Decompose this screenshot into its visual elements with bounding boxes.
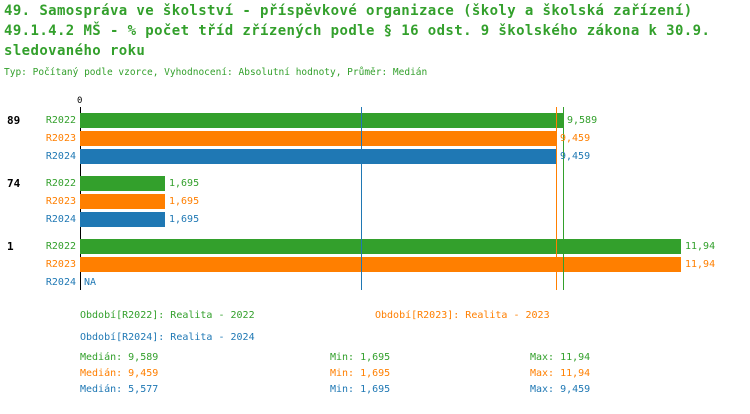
series-row-label: R2023 <box>45 259 76 270</box>
stat-min-r2023: Min: 1,695 <box>330 368 391 379</box>
series-row-label: R2022 <box>45 115 76 126</box>
stat-max-r2024: Max: 9,459 <box>530 384 591 395</box>
bar-r2023 <box>80 131 556 146</box>
bar-r2023 <box>80 257 681 272</box>
legend-item-r2024: Období[R2024]: Realita - 2024 <box>80 332 255 343</box>
bar-value-label: 1,695 <box>169 178 200 189</box>
median-reference-line-green <box>563 107 564 290</box>
legend-item-r2023: Období[R2023]: Realita - 2023 <box>375 310 550 321</box>
stat-min-r2022: Min: 1,695 <box>330 352 391 363</box>
bar-value-label: 11,94 <box>685 259 716 270</box>
legend-item-r2022: Období[R2022]: Realita - 2022 <box>80 310 255 321</box>
bar-r2022 <box>80 113 563 128</box>
series-row-label: R2022 <box>45 178 76 189</box>
bar-value-label: 1,695 <box>169 196 200 207</box>
bar-value-label: 1,695 <box>169 214 200 225</box>
series-row-label: R2024 <box>45 214 76 225</box>
stat-median-r2023: Medián: 9,459 <box>80 368 159 379</box>
series-row-label: R2022 <box>45 241 76 252</box>
chart-title-line2: 49.1.4.2 MŠ - % počet tříd zřízených pod… <box>4 23 711 39</box>
bar-value-label: 11,94 <box>685 241 716 252</box>
group-label: 89 <box>7 114 21 127</box>
series-row-label: R2023 <box>45 196 76 207</box>
chart-title-line3: sledovaného roku <box>4 43 146 59</box>
series-row-label: R2024 <box>45 151 76 162</box>
chart-title-line1: 49. Samospráva ve školství - příspěvkové… <box>4 3 693 19</box>
stat-min-r2024: Min: 1,695 <box>330 384 391 395</box>
bar-chart: 0 89 R2022 9,589 R2023 9,459 R2024 9,459 74 R202… <box>0 95 750 300</box>
stat-max-r2023: Max: 11,94 <box>530 368 591 379</box>
series-row-label: R2023 <box>45 133 76 144</box>
stat-median-r2024: Medián: 5,577 <box>80 384 159 395</box>
series-row-label: R2024 <box>45 277 76 288</box>
stat-median-r2022: Medián: 9,589 <box>80 352 159 363</box>
median-reference-line-orange <box>556 107 557 290</box>
bar-value-label: 9,589 <box>567 115 598 126</box>
bar-r2022 <box>80 239 681 254</box>
x-axis-origin-label: 0 <box>77 96 83 106</box>
bar-r2023 <box>80 194 165 209</box>
bar-r2022 <box>80 176 165 191</box>
group-label: 1 <box>7 240 14 253</box>
bar-r2024 <box>80 212 165 227</box>
bar-r2024 <box>80 149 556 164</box>
chart-subtitle: Typ: Počítaný podle vzorce, Vyhodnocení:… <box>4 67 428 78</box>
median-reference-line-blue <box>361 107 362 290</box>
bar-value-label: 9,459 <box>560 133 591 144</box>
bar-value-label: 9,459 <box>560 151 591 162</box>
bar-value-label: NA <box>84 277 97 288</box>
group-label: 74 <box>7 177 21 190</box>
stat-max-r2022: Max: 11,94 <box>530 352 591 363</box>
